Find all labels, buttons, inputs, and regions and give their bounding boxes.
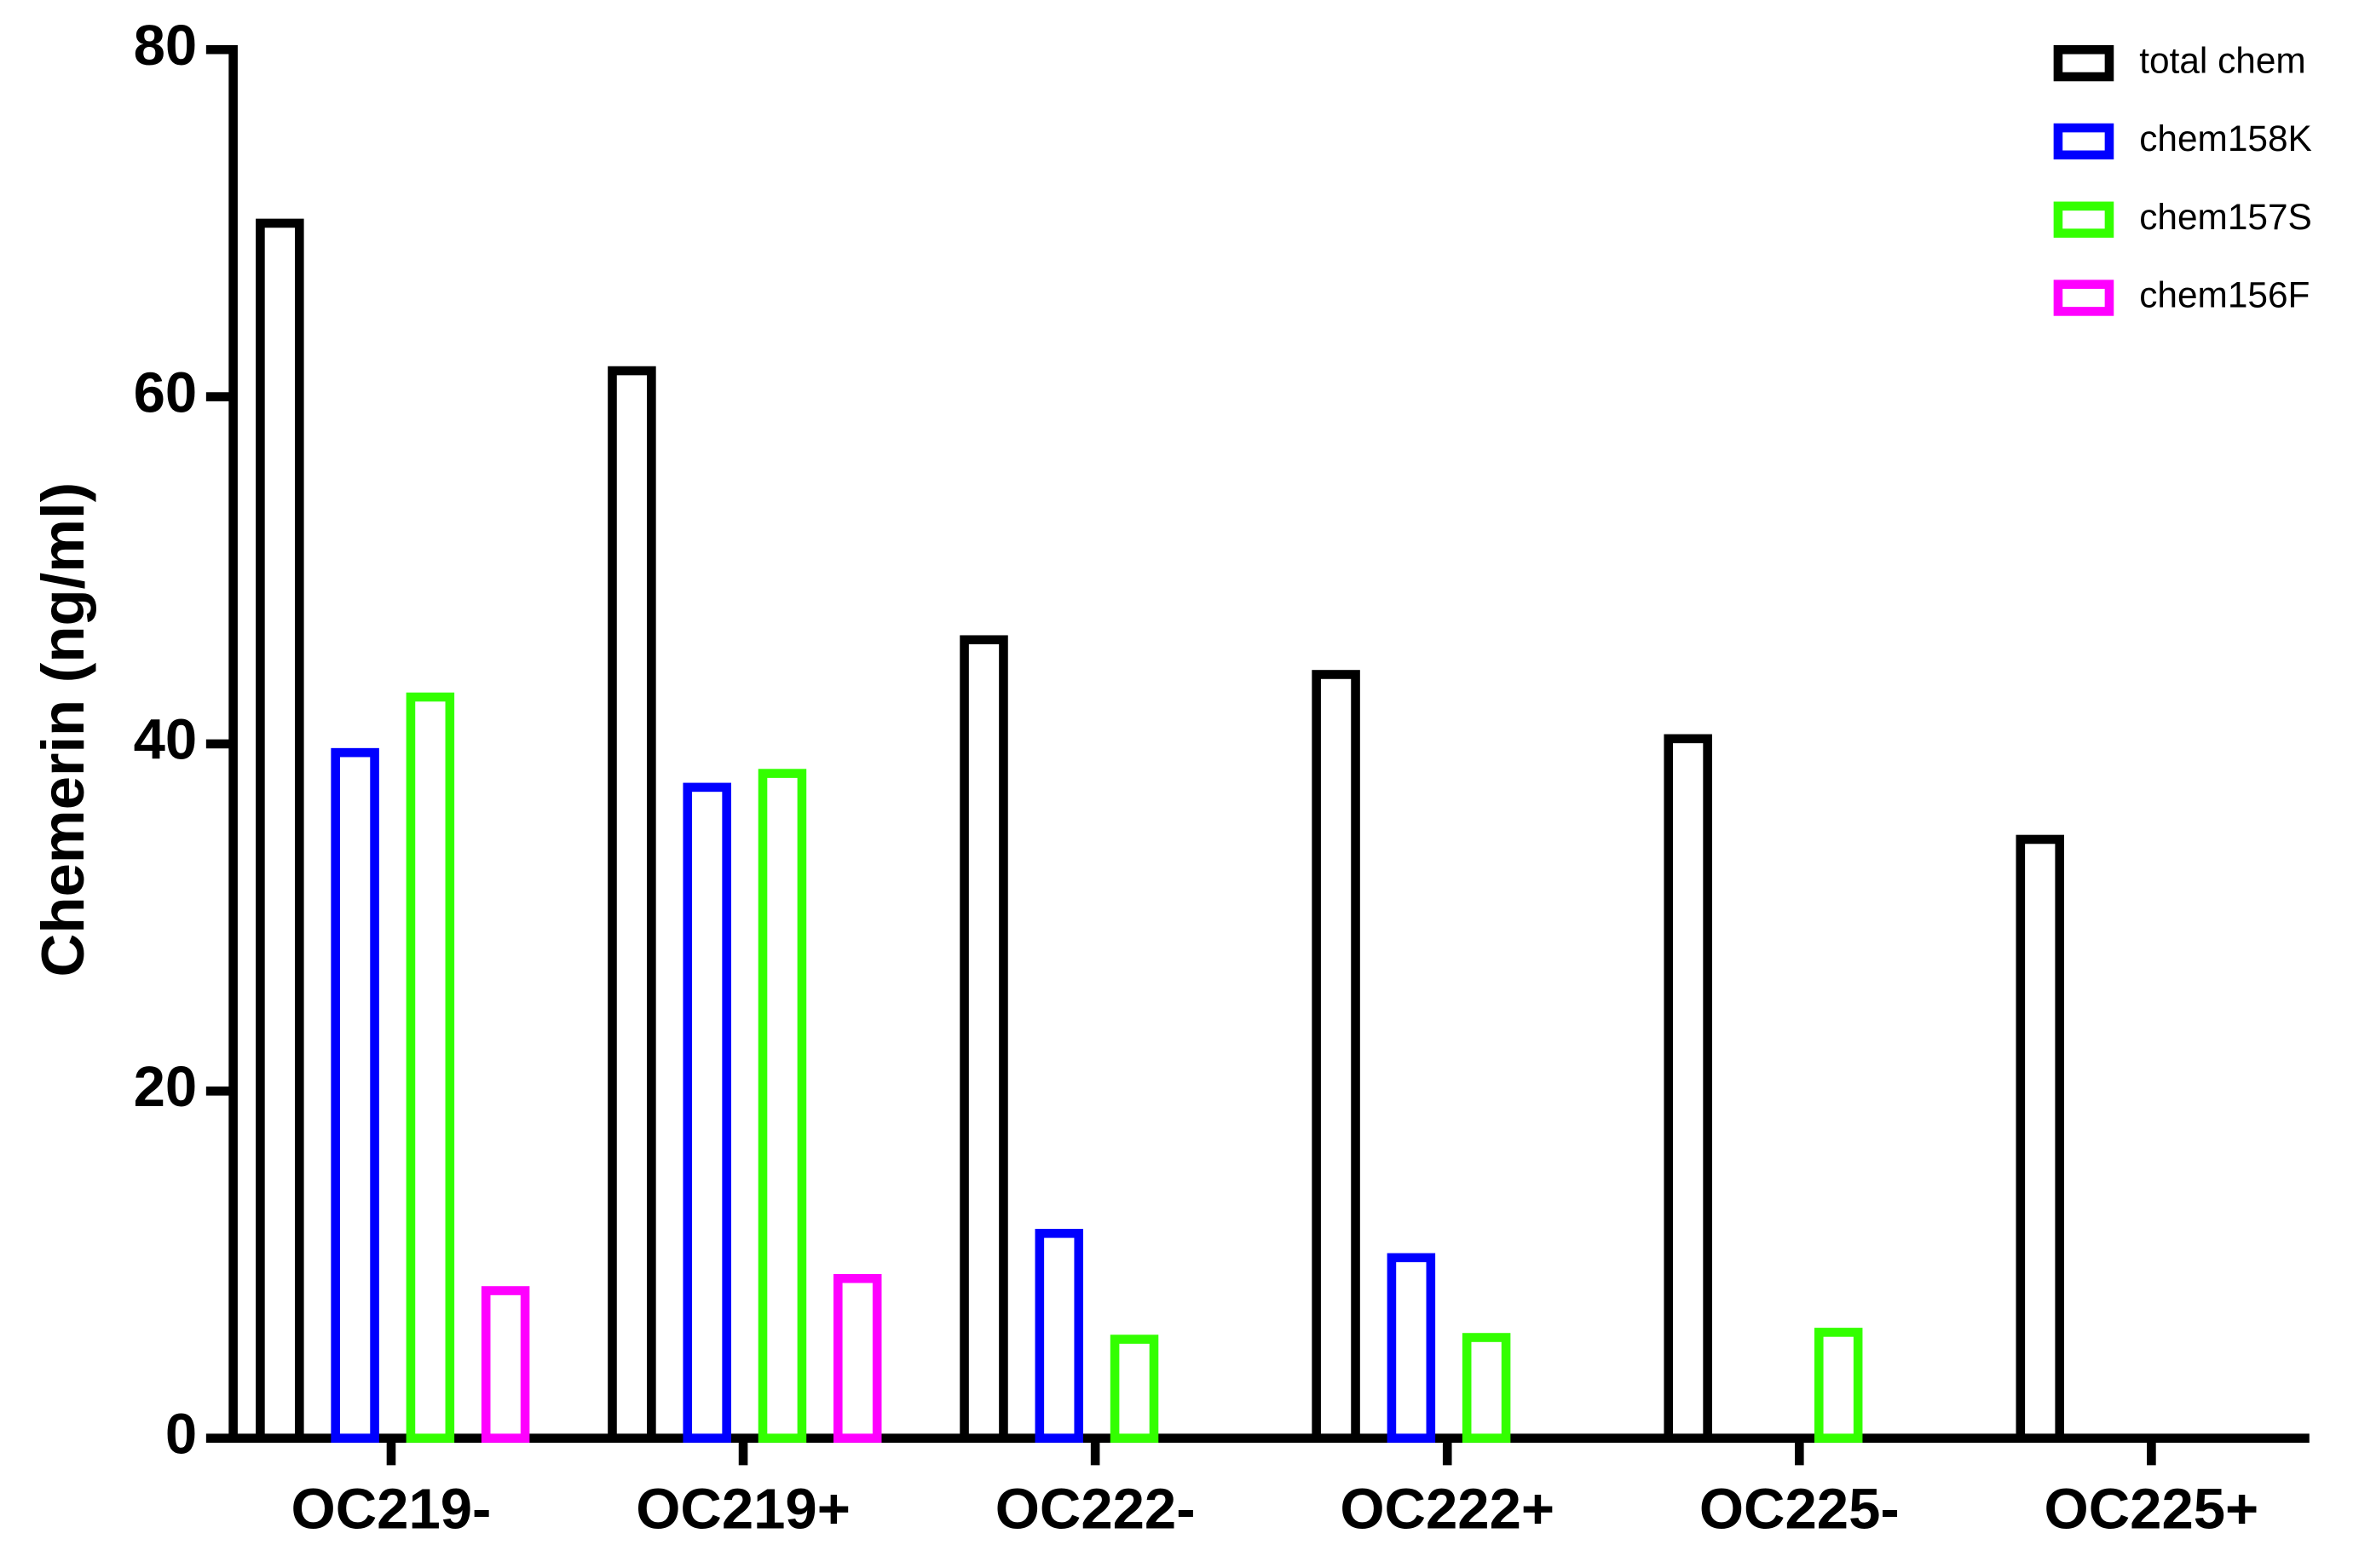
bar	[1110, 1335, 1159, 1443]
bar	[256, 218, 304, 1443]
bar	[1312, 670, 1360, 1443]
legend-label: chem156F	[2139, 275, 2310, 315]
legend-label: chem157S	[2139, 197, 2312, 237]
x-tick-label: OC222-	[995, 1478, 1196, 1542]
bar	[683, 782, 731, 1443]
x-tick-label: OC222+	[1340, 1478, 1554, 1542]
bar	[758, 769, 807, 1443]
bar	[406, 692, 455, 1443]
bar	[1814, 1328, 1863, 1443]
x-tick-label: OC225+	[2045, 1478, 2259, 1542]
bar	[1035, 1229, 1084, 1443]
legend-label: total chem	[2139, 40, 2305, 80]
legend-swatch	[2053, 201, 2114, 238]
legend-swatch	[2053, 44, 2114, 82]
bar	[960, 635, 1008, 1443]
y-tick-label: 80	[134, 14, 198, 78]
bar	[2016, 834, 2064, 1443]
x-tick-label: OC219+	[636, 1478, 851, 1542]
y-tick-label: 0	[165, 1402, 197, 1466]
bar	[1387, 1253, 1436, 1443]
x-tick-label: OC219-	[291, 1478, 492, 1542]
bar	[608, 366, 656, 1443]
y-axis-label: Chemerin (ng/ml)	[29, 482, 96, 977]
y-tick-label: 40	[134, 708, 198, 772]
legend-swatch	[2053, 280, 2114, 316]
bar	[481, 1286, 530, 1443]
bar	[1664, 734, 1712, 1443]
legend-swatch	[2053, 123, 2114, 160]
y-tick-label: 60	[134, 360, 198, 424]
bar	[833, 1273, 882, 1443]
legend-label: chem158K	[2139, 118, 2312, 159]
x-tick-label: OC225-	[1699, 1478, 1900, 1542]
y-tick-label: 20	[134, 1055, 198, 1119]
bar	[331, 747, 379, 1443]
bar	[1462, 1333, 1511, 1443]
